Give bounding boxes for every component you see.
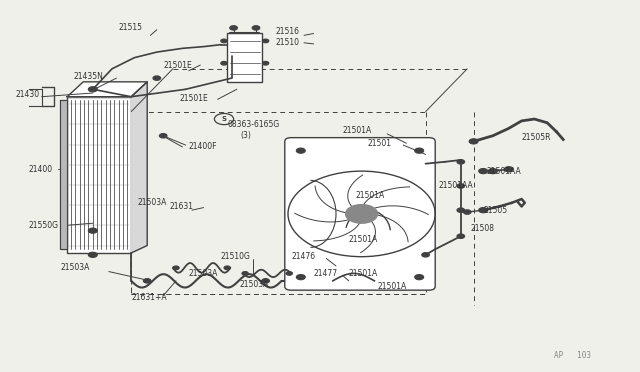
Polygon shape: [67, 82, 147, 97]
Circle shape: [469, 139, 478, 144]
Text: 21503A: 21503A: [189, 269, 218, 278]
Circle shape: [262, 279, 269, 283]
Text: 21400F: 21400F: [189, 142, 218, 151]
Text: 21505: 21505: [483, 206, 508, 215]
Text: 21510: 21510: [275, 38, 300, 47]
Text: 21503A: 21503A: [138, 198, 167, 207]
Circle shape: [224, 266, 230, 270]
Text: 21501A: 21501A: [349, 235, 378, 244]
Polygon shape: [60, 100, 67, 249]
Text: 21501A: 21501A: [342, 126, 372, 135]
Text: S: S: [221, 116, 227, 122]
Text: 21501A: 21501A: [349, 269, 378, 278]
Text: 21477: 21477: [314, 269, 338, 278]
Circle shape: [159, 134, 167, 138]
Text: 21516: 21516: [275, 27, 300, 36]
Bar: [227, 33, 262, 82]
Circle shape: [346, 205, 378, 223]
Text: 21501E: 21501E: [163, 61, 192, 70]
Circle shape: [242, 272, 248, 275]
Circle shape: [230, 26, 237, 30]
Text: 21400: 21400: [29, 165, 53, 174]
Text: 21501A: 21501A: [378, 282, 407, 291]
Text: 21501E: 21501E: [179, 94, 208, 103]
Polygon shape: [131, 82, 147, 253]
Text: (3): (3): [240, 131, 251, 140]
Circle shape: [457, 234, 465, 238]
Circle shape: [221, 39, 227, 43]
Circle shape: [479, 169, 488, 174]
Text: 21631+A: 21631+A: [131, 293, 167, 302]
FancyBboxPatch shape: [285, 138, 435, 290]
Circle shape: [153, 76, 161, 80]
Circle shape: [488, 169, 497, 174]
Text: 08363-6165G: 08363-6165G: [227, 120, 280, 129]
Circle shape: [286, 272, 292, 275]
Circle shape: [262, 39, 269, 43]
Text: 21430: 21430: [16, 90, 40, 99]
Circle shape: [296, 275, 305, 280]
Text: 21501: 21501: [368, 139, 392, 148]
Text: 21631: 21631: [170, 202, 194, 211]
Text: 21501AA: 21501AA: [486, 167, 521, 176]
Text: 21501A: 21501A: [355, 191, 385, 200]
Circle shape: [415, 148, 424, 153]
Circle shape: [143, 279, 151, 283]
Text: 21503A: 21503A: [240, 280, 269, 289]
Circle shape: [479, 208, 488, 213]
Text: 21501AA: 21501AA: [438, 182, 473, 190]
Circle shape: [457, 184, 465, 188]
Text: 21435N: 21435N: [74, 72, 104, 81]
Circle shape: [457, 160, 465, 164]
Circle shape: [88, 228, 97, 233]
Circle shape: [252, 26, 260, 30]
Text: 21505R: 21505R: [522, 133, 551, 142]
Circle shape: [173, 266, 179, 270]
Text: 21510G: 21510G: [221, 252, 251, 261]
Circle shape: [422, 253, 429, 257]
Circle shape: [262, 61, 269, 65]
Circle shape: [504, 167, 513, 172]
Text: AP   103: AP 103: [554, 351, 591, 360]
Circle shape: [415, 275, 424, 280]
Circle shape: [296, 148, 305, 153]
Text: 21476: 21476: [291, 252, 316, 261]
Bar: [67, 97, 131, 253]
Text: 21550G: 21550G: [29, 221, 59, 230]
Circle shape: [463, 210, 471, 214]
Text: 21508: 21508: [470, 224, 494, 233]
Circle shape: [88, 87, 97, 92]
Text: 21515: 21515: [118, 23, 143, 32]
Circle shape: [221, 61, 227, 65]
Text: 21503A: 21503A: [61, 263, 90, 272]
Circle shape: [457, 208, 465, 212]
Circle shape: [88, 252, 97, 257]
